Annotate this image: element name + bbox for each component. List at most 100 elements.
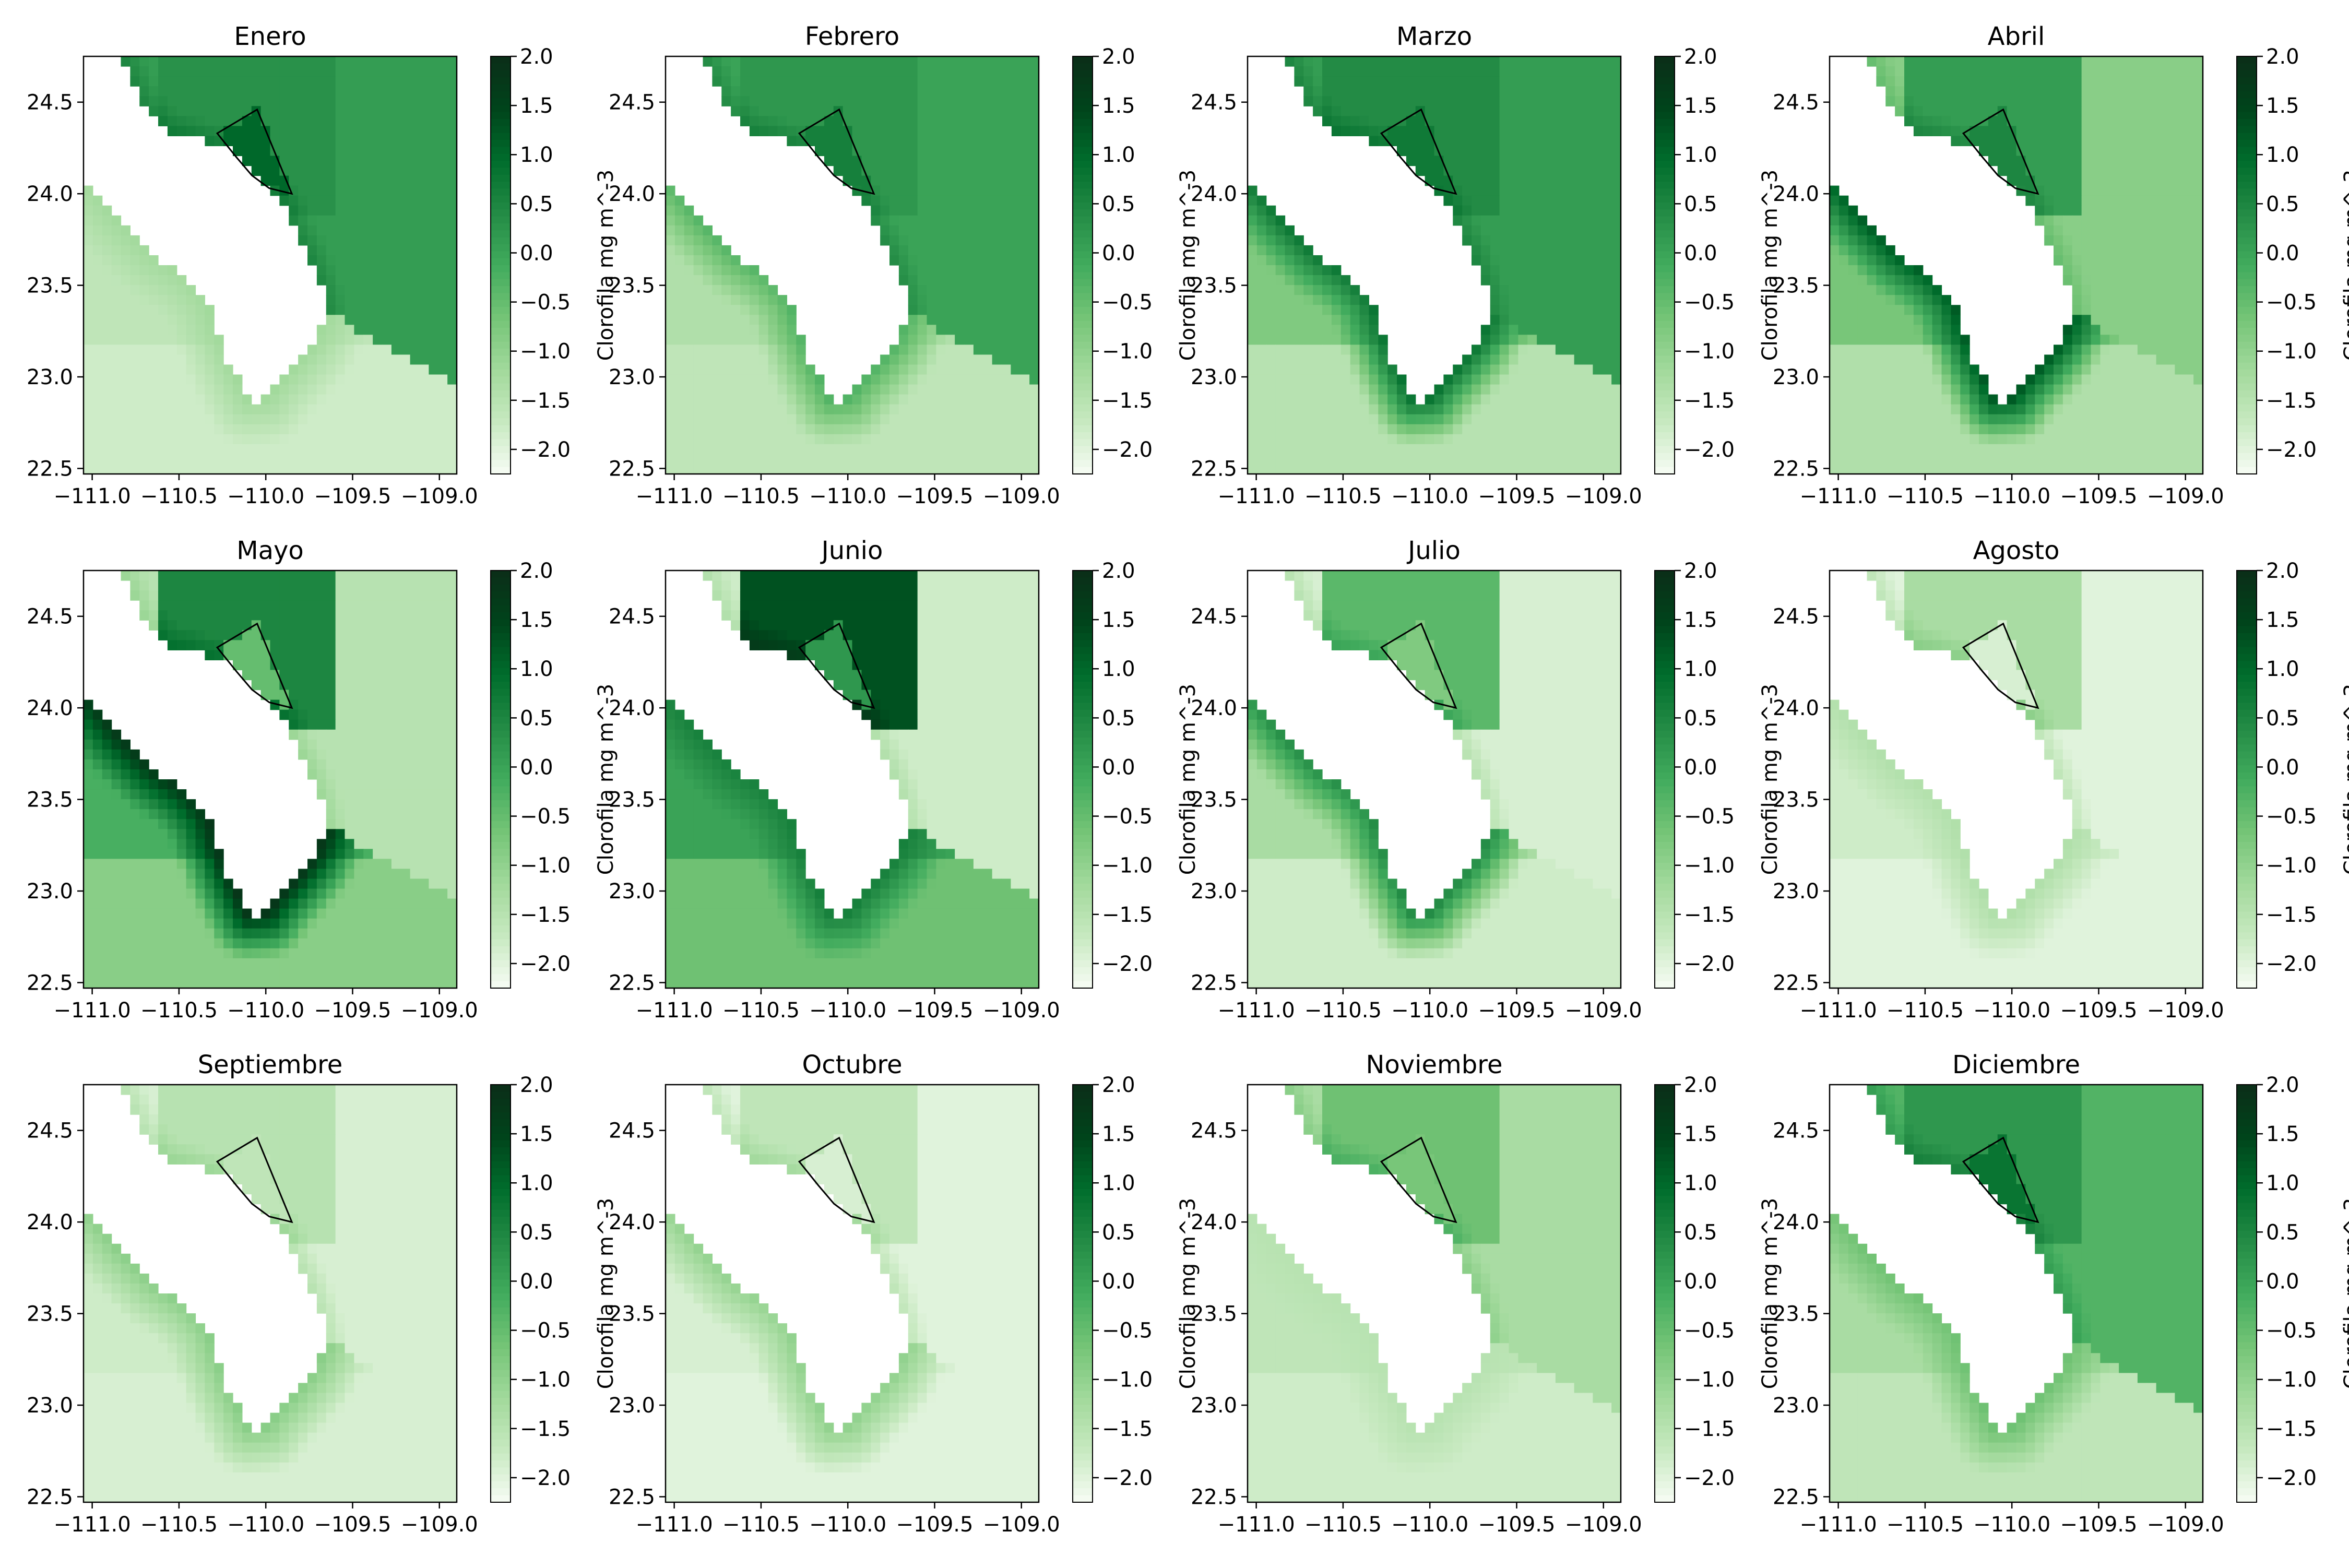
- heatmap-cell: [1011, 116, 1020, 126]
- heatmap-cell: [712, 315, 721, 325]
- heatmap-cell: [2166, 206, 2175, 216]
- heatmap-cell: [1257, 454, 1266, 465]
- heatmap-cell: [2091, 235, 2101, 246]
- heatmap-cell: [84, 186, 93, 196]
- heatmap-cell: [2138, 156, 2147, 166]
- heatmap-cell: [2063, 325, 2072, 335]
- heatmap-cell: [139, 295, 149, 305]
- heatmap-cell: [1932, 315, 1942, 325]
- heatmap-cell: [242, 56, 252, 67]
- heatmap-cell: [983, 285, 992, 295]
- heatmap-cell: [112, 275, 121, 286]
- heatmap-cell: [945, 255, 955, 266]
- heatmap-cell: [1453, 444, 1462, 455]
- colorbar-segment: [1655, 98, 1675, 105]
- heatmap-cell: [242, 96, 252, 106]
- heatmap-cell: [2138, 86, 2147, 97]
- heatmap-cell: [112, 464, 121, 474]
- heatmap-cell: [420, 265, 429, 276]
- heatmap-cell: [2184, 285, 2193, 295]
- colorbar-segment: [1073, 425, 1093, 433]
- heatmap-cell: [2100, 186, 2109, 196]
- heatmap-cell: [1518, 414, 1527, 425]
- heatmap-cell: [1350, 395, 1360, 405]
- heatmap-cell: [373, 464, 382, 474]
- heatmap-cell: [1341, 405, 1350, 415]
- heatmap-cell: [354, 196, 363, 206]
- heatmap-cell: [289, 216, 298, 226]
- heatmap-cell: [778, 335, 787, 345]
- heatmap-cell: [252, 126, 261, 136]
- heatmap-cell: [1951, 126, 1960, 136]
- heatmap-cell: [796, 414, 805, 425]
- heatmap-cell: [373, 96, 382, 106]
- heatmap-cell: [1472, 405, 1481, 415]
- heatmap-cell: [1895, 325, 1904, 335]
- colorbar-segment: [1073, 203, 1093, 210]
- heatmap-cell: [2100, 265, 2109, 276]
- heatmap-cell: [1923, 354, 1932, 365]
- heatmap-cell: [2100, 225, 2109, 236]
- heatmap-cell: [242, 136, 252, 146]
- heatmap-cell: [740, 275, 750, 286]
- heatmap-cell: [373, 126, 382, 136]
- heatmap-cell: [1011, 444, 1020, 455]
- colorbar-segment: [1655, 223, 1675, 231]
- heatmap-cell: [1593, 206, 1602, 216]
- heatmap-cell: [223, 364, 233, 375]
- heatmap-cell: [1332, 444, 1341, 455]
- heatmap-cell: [438, 444, 447, 455]
- heatmap-cell: [1360, 434, 1369, 445]
- heatmap-cell: [1537, 126, 1546, 136]
- heatmap-cell: [1350, 315, 1360, 325]
- heatmap-cell: [2109, 335, 2119, 345]
- heatmap-cell: [279, 136, 289, 146]
- heatmap-cell: [158, 354, 168, 365]
- heatmap-cell: [740, 414, 750, 425]
- heatmap-cell: [1002, 225, 1011, 236]
- heatmap-cell: [768, 454, 778, 465]
- heatmap-cell: [1303, 424, 1313, 435]
- heatmap-cell: [1858, 265, 1867, 276]
- heatmap-cell: [373, 166, 382, 176]
- heatmap-cell: [289, 76, 298, 87]
- heatmap-cell: [354, 146, 363, 156]
- heatmap-cell: [1611, 424, 1621, 435]
- heatmap-cell: [2184, 176, 2193, 186]
- heatmap-cell: [139, 76, 149, 87]
- heatmap-cell: [983, 335, 992, 345]
- heatmap-cell: [2156, 146, 2166, 156]
- heatmap-cell: [1527, 414, 1537, 425]
- heatmap-cell: [447, 285, 457, 295]
- heatmap-cell: [1350, 464, 1360, 474]
- heatmap-cell: [429, 275, 438, 286]
- heatmap-cell: [130, 385, 139, 395]
- heatmap-cell: [2044, 96, 2054, 106]
- heatmap-cell: [2128, 166, 2138, 176]
- heatmap-cell: [130, 305, 139, 315]
- heatmap-cell: [130, 375, 139, 385]
- heatmap-cell: [768, 375, 778, 385]
- heatmap-cell: [759, 364, 768, 375]
- colorbar-segment: [1655, 300, 1675, 307]
- heatmap-cell: [1584, 325, 1593, 335]
- heatmap-cell: [392, 96, 401, 106]
- heatmap-cell: [834, 86, 843, 97]
- heatmap-cell: [2072, 245, 2082, 256]
- heatmap-cell: [1923, 325, 1932, 335]
- heatmap-cell: [2082, 325, 2091, 335]
- heatmap-cell: [1360, 295, 1369, 305]
- heatmap-cell: [354, 444, 363, 455]
- heatmap-cell: [139, 56, 149, 67]
- heatmap-cell: [336, 444, 345, 455]
- heatmap-cell: [843, 176, 852, 186]
- heatmap-cell: [2166, 146, 2175, 156]
- heatmap-cell: [759, 275, 768, 286]
- heatmap-cell: [2166, 275, 2175, 286]
- heatmap-cell: [1472, 116, 1481, 126]
- heatmap-cell: [778, 315, 787, 325]
- heatmap-cell: [852, 86, 862, 97]
- heatmap-cell: [805, 375, 815, 385]
- heatmap-cell: [1481, 206, 1490, 216]
